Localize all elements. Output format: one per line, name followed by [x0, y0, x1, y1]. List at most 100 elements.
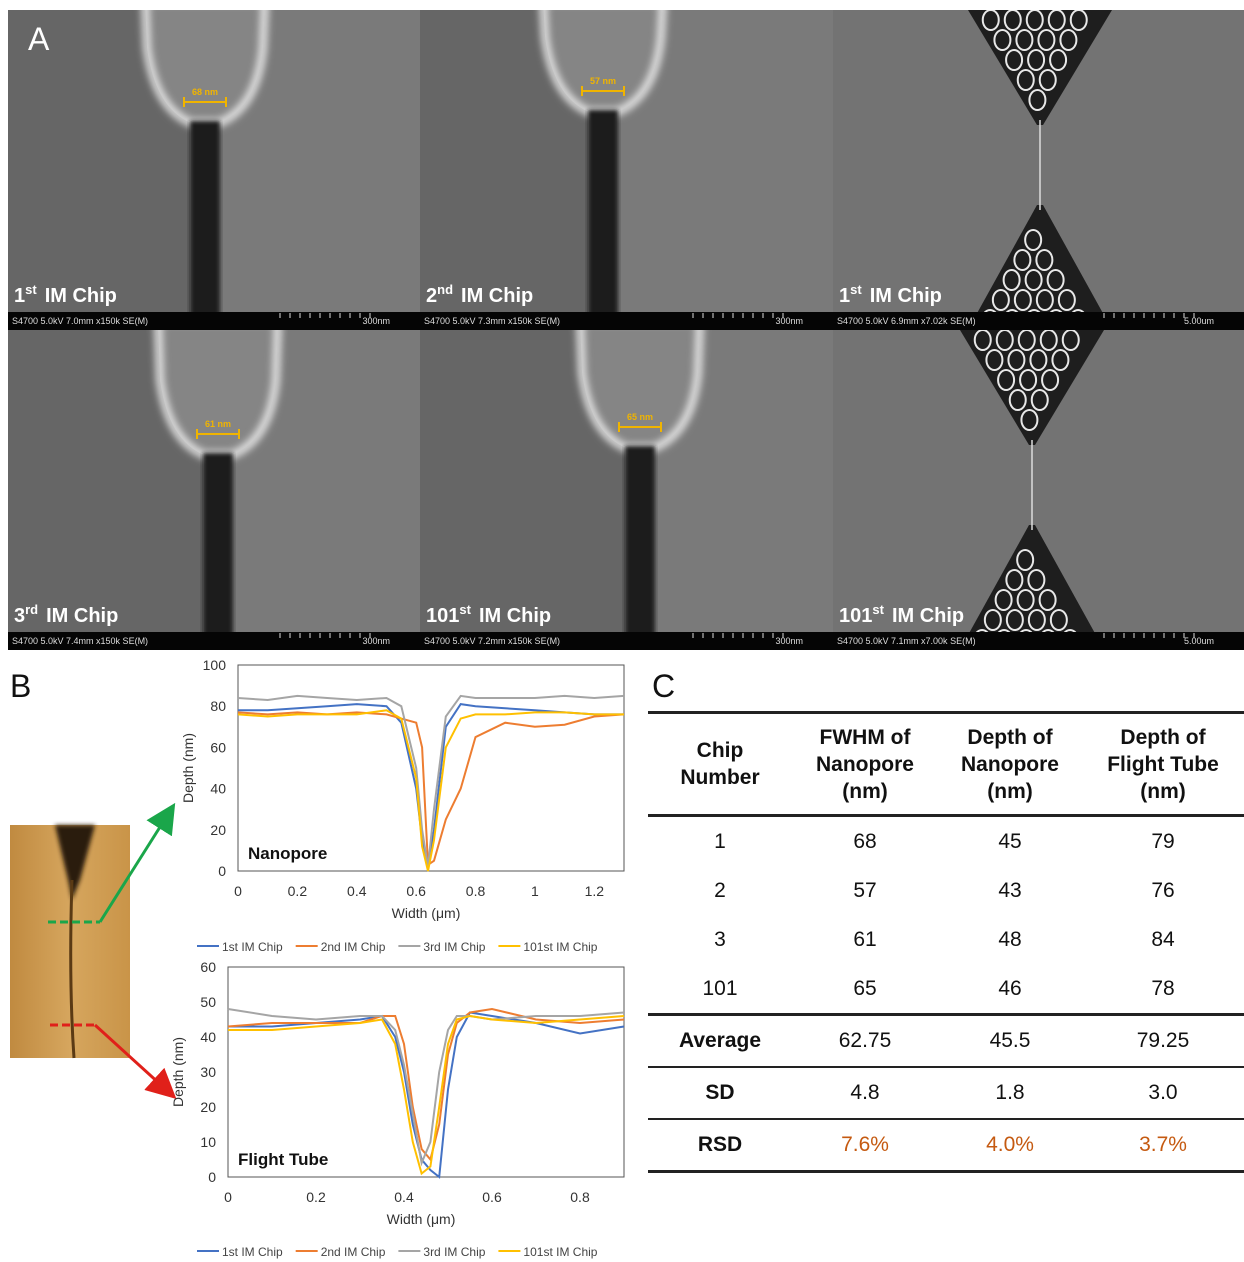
label-superscript: st — [850, 282, 862, 297]
y-tick-label: 50 — [200, 994, 216, 1010]
scale-text: 5.00um — [1184, 316, 1214, 326]
legend-label: 1st IM Chip — [222, 940, 283, 954]
row-header: SD — [648, 1067, 792, 1119]
x-tick-label: 0.6 — [406, 883, 426, 899]
scale-text: 5.00um — [1184, 636, 1214, 646]
x-tick-label: 0.2 — [288, 883, 308, 899]
label-superscript: rd — [25, 602, 38, 617]
info-text: S4700 5.0kV 7.4mm x150k SE(M) — [12, 636, 148, 646]
scale-text: 300nm — [775, 636, 803, 646]
y-tick-label: 60 — [210, 739, 226, 755]
y-tick-label: 20 — [210, 822, 226, 838]
header-cell: FWHM of Nanopore (nm) — [792, 713, 938, 816]
header-text: Chip Number — [680, 737, 760, 791]
channel — [203, 453, 233, 773]
y-tick-label: 0 — [218, 863, 226, 879]
table-cell: 3.7% — [1082, 1119, 1244, 1172]
measure-label: 61 nm — [205, 419, 231, 429]
y-tick-label: 100 — [203, 657, 227, 673]
page: 68 nm S4700 5.0kV 7.0mm x150k SE(M) 300nm 1… — [0, 0, 1244, 1262]
label-number: 101 — [426, 605, 459, 627]
summary-table: Chip NumberFWHM of Nanopore (nm)Depth of… — [648, 711, 1244, 1173]
table-cell: 79.25 — [1082, 1015, 1244, 1068]
chip-label: 101st IM Chip — [426, 602, 551, 627]
label-text: IM Chip — [479, 605, 551, 627]
table-cell: 7.6% — [792, 1119, 938, 1172]
legend-label: 2nd IM Chip — [321, 1245, 386, 1259]
label-text: IM Chip — [870, 285, 942, 307]
y-tick-label: 30 — [200, 1064, 216, 1080]
scale-text: 300nm — [775, 316, 803, 326]
table-cell: 68 — [792, 816, 938, 867]
header-cell: Depth of Flight Tube (nm) — [1082, 713, 1244, 816]
table-row: 2574376 — [648, 866, 1244, 915]
y-tick-label: 20 — [200, 1099, 216, 1115]
x-tick-label: 0 — [234, 883, 242, 899]
scale-text: 300nm — [362, 316, 390, 326]
table-cell: 3.0 — [1082, 1067, 1244, 1119]
legend-label: 3rd IM Chip — [423, 1245, 485, 1259]
legend-label: 3rd IM Chip — [423, 940, 485, 954]
chip-label: 101st IM Chip — [839, 602, 964, 627]
table-cell: 84 — [1082, 915, 1244, 964]
info-text: S4700 5.0kV 7.2mm x150k SE(M) — [424, 636, 560, 646]
table-cell: 1 — [648, 816, 792, 867]
x-tick-label: 0.8 — [570, 1189, 590, 1205]
x-tick-label: 0.4 — [347, 883, 367, 899]
table-cell: 1.8 — [938, 1067, 1082, 1119]
legend-label: 101st IM Chip — [523, 940, 597, 954]
label-number: 2 — [426, 285, 437, 307]
header-text: Depth of Flight Tube (nm) — [1098, 724, 1228, 805]
label-superscript: st — [872, 602, 884, 617]
table-cell: 65 — [792, 964, 938, 1015]
legend-label: 101st IM Chip — [523, 1245, 597, 1259]
panel-label: A — [28, 21, 50, 57]
label-text: IM Chip — [46, 605, 118, 627]
row-header: Average — [648, 1015, 792, 1068]
measure-label: 68 nm — [192, 87, 218, 97]
sem-image: S4700 5.0kV 7.1mm x7.00k SE(M) 5.00um 101s… — [833, 325, 1244, 655]
table-cell: 4.0% — [938, 1119, 1082, 1172]
legend-label: 2nd IM Chip — [321, 940, 386, 954]
y-tick-label: 80 — [210, 698, 226, 714]
table-cell: 61 — [792, 915, 938, 964]
chart-annotation: Flight Tube — [238, 1150, 328, 1169]
label-number: 101 — [839, 605, 872, 627]
info-text: S4700 5.0kV 7.0mm x150k SE(M) — [12, 316, 148, 326]
x-axis-label: Width (μm) — [392, 905, 461, 921]
table-cell: 48 — [938, 915, 1082, 964]
table-row: 3614884 — [648, 915, 1244, 964]
table-cell: 79 — [1082, 816, 1244, 867]
info-text: S4700 5.0kV 7.1mm x7.00k SE(M) — [837, 636, 976, 646]
y-tick-label: 0 — [208, 1169, 216, 1185]
label-number: 1 — [14, 285, 25, 307]
scale-text: 300nm — [362, 636, 390, 646]
table-cell: 78 — [1082, 964, 1244, 1015]
x-tick-label: 0.2 — [306, 1189, 326, 1205]
header-cell: Depth of Nanopore (nm) — [938, 713, 1082, 816]
sem-panel: 68 nm S4700 5.0kV 7.0mm x150k SE(M) 300nm 1… — [8, 0, 1244, 773]
x-tick-label: 0 — [224, 1189, 232, 1205]
chart-annotation: Nanopore — [248, 844, 327, 863]
afm-image — [10, 825, 130, 1058]
table-cell: 46 — [938, 964, 1082, 1015]
y-tick-label: 60 — [200, 959, 216, 975]
table-cell: 76 — [1082, 866, 1244, 915]
row-header: RSD — [648, 1119, 792, 1172]
label-number: 1 — [839, 285, 850, 307]
info-text: S4700 5.0kV 7.3mm x150k SE(M) — [424, 316, 560, 326]
x-tick-label: 0.6 — [482, 1189, 502, 1205]
label-text: IM Chip — [892, 605, 964, 627]
label-superscript: nd — [437, 282, 453, 297]
table-cell: 45.5 — [938, 1015, 1082, 1068]
measure-label: 65 nm — [627, 412, 653, 422]
table-cell: 4.8 — [792, 1067, 938, 1119]
table-cell: 62.75 — [792, 1015, 938, 1068]
y-axis-label: Depth (nm) — [180, 733, 196, 803]
label-superscript: st — [459, 602, 471, 617]
